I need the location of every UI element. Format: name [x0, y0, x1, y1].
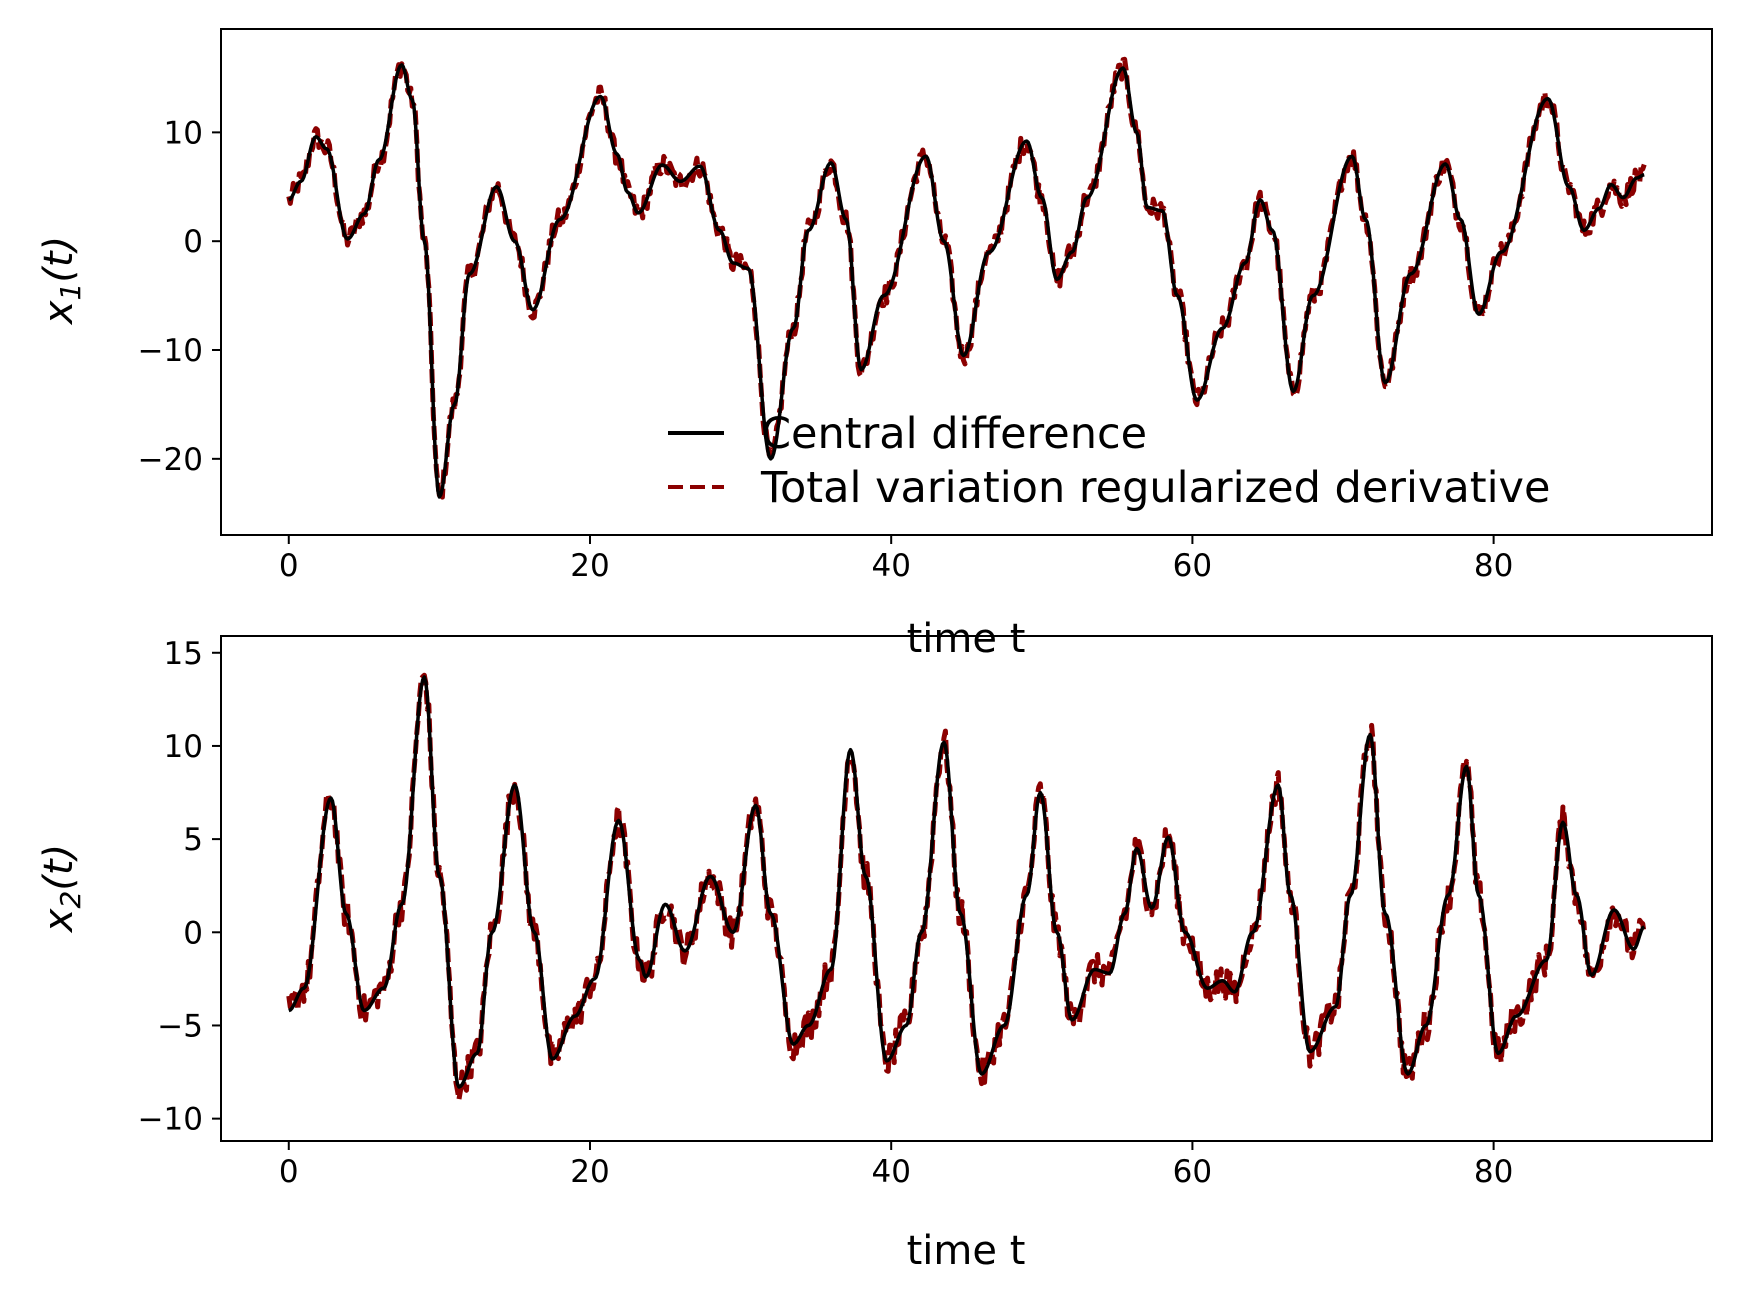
subplot-bottom-lines — [286, 672, 1647, 1102]
y-tick-label: 0 — [183, 224, 203, 260]
x-tick-label: 20 — [570, 1154, 609, 1190]
x-tick-label: 40 — [871, 548, 910, 584]
subplot-top-ylabel: x1(t) — [36, 236, 87, 326]
y-tick-label: −10 — [138, 1102, 203, 1138]
legend-tv-label: Total variation regularized derivative — [760, 463, 1550, 513]
y-tick-label: 10 — [164, 729, 203, 765]
series-total-variation — [286, 672, 1647, 1102]
y-tick-label: 15 — [164, 636, 203, 672]
series-central-difference — [288, 675, 1646, 1089]
subplot-bottom-ticks: 0 20 40 60 80 15 10 5 0 −5 −10 — [138, 636, 1514, 1190]
subplot-bottom-ylabel: x2(t) — [36, 844, 87, 934]
x-tick-label: 80 — [1474, 548, 1513, 584]
y-tick-label: 5 — [183, 822, 203, 858]
subplot-bottom-frame — [220, 635, 1713, 1142]
x-tick-label: 60 — [1173, 548, 1212, 584]
legend: Central difference Total variation regul… — [668, 409, 1550, 513]
subplot-top-xlabel: time t — [907, 616, 1026, 662]
y-tick-label: −5 — [157, 1008, 203, 1044]
x-tick-label: 40 — [871, 1154, 910, 1190]
y-tick-label: 0 — [183, 915, 203, 951]
subplot-bottom: 0 20 40 60 80 15 10 5 0 −5 −10 x2(t) time t — [36, 635, 1713, 1274]
legend-central-label: Central difference — [761, 409, 1147, 459]
subplot-top-lines — [286, 56, 1647, 500]
x-tick-label: 80 — [1474, 1154, 1513, 1190]
subplot-top-frame — [220, 28, 1713, 536]
x-tick-label: 60 — [1173, 1154, 1212, 1190]
y-tick-label: 10 — [164, 115, 203, 151]
y-tick-label: −10 — [138, 333, 203, 369]
y-tick-label: −20 — [138, 442, 203, 478]
subplot-bottom-xlabel: time t — [907, 1228, 1026, 1274]
x-tick-label: 0 — [279, 1154, 299, 1190]
x-tick-label: 20 — [570, 548, 609, 584]
series-central-difference — [288, 63, 1645, 499]
x-tick-label: 0 — [279, 548, 299, 584]
